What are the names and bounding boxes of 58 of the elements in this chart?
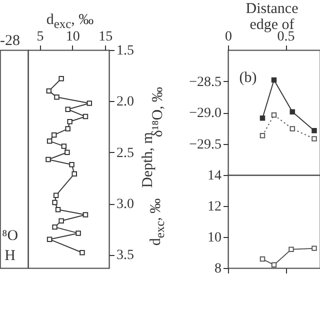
x-tick-label: 5 — [36, 30, 44, 44]
y-tick-label: 3.5 — [116, 248, 134, 264]
y-tick-label: 14 — [208, 168, 222, 184]
point — [53, 192, 59, 198]
point — [260, 116, 266, 121]
y-tick-label: −28.5 — [189, 74, 222, 90]
point — [290, 109, 296, 114]
point — [46, 138, 52, 144]
y-tick-label: 1.5 — [116, 44, 134, 58]
point — [52, 200, 58, 206]
x-tick-label: 0 — [225, 30, 232, 44]
point — [82, 212, 88, 218]
x-tick-label: 0.5 — [277, 30, 295, 44]
point — [288, 246, 294, 252]
point — [46, 156, 51, 162]
y-tick-label: 2.5 — [116, 146, 134, 161]
text: ⁸O — [2, 228, 18, 244]
point — [312, 128, 317, 134]
y-tick-label: 8 — [214, 262, 222, 276]
point — [54, 94, 60, 100]
point — [69, 162, 74, 168]
text: H — [4, 248, 16, 264]
point — [55, 207, 61, 212]
y-tick-label: −29.0 — [189, 106, 222, 121]
point — [260, 133, 266, 138]
point — [271, 77, 277, 83]
x-tick-label: 15 — [98, 30, 113, 44]
point — [67, 119, 72, 124]
x-tick-label: 10 — [66, 30, 80, 44]
y-tick-label: 10 — [208, 230, 222, 246]
point — [260, 256, 266, 262]
point — [312, 246, 317, 251]
point — [61, 144, 67, 149]
point — [58, 218, 64, 224]
point — [290, 126, 296, 132]
point — [76, 230, 81, 236]
point — [72, 171, 77, 176]
point — [82, 114, 88, 120]
y-tick-label: 3.0 — [116, 197, 134, 212]
point — [271, 262, 277, 268]
y-tick-label: 12 — [208, 200, 222, 214]
point — [312, 136, 317, 142]
point — [271, 112, 277, 118]
point — [58, 76, 64, 82]
point — [52, 132, 57, 138]
point — [86, 100, 92, 106]
point — [65, 126, 70, 132]
point — [80, 250, 85, 256]
y-tick-label: −29.5 — [189, 137, 222, 152]
annotation: (b) — [239, 70, 257, 86]
point — [46, 236, 52, 242]
point — [52, 224, 58, 230]
point — [65, 106, 70, 112]
point — [64, 150, 70, 155]
y-tick-label: 2.0 — [116, 94, 134, 110]
x-axis-title: d$_{exc}$, ‰ — [46, 12, 94, 31]
point — [46, 88, 52, 94]
text: -28 — [0, 33, 20, 49]
